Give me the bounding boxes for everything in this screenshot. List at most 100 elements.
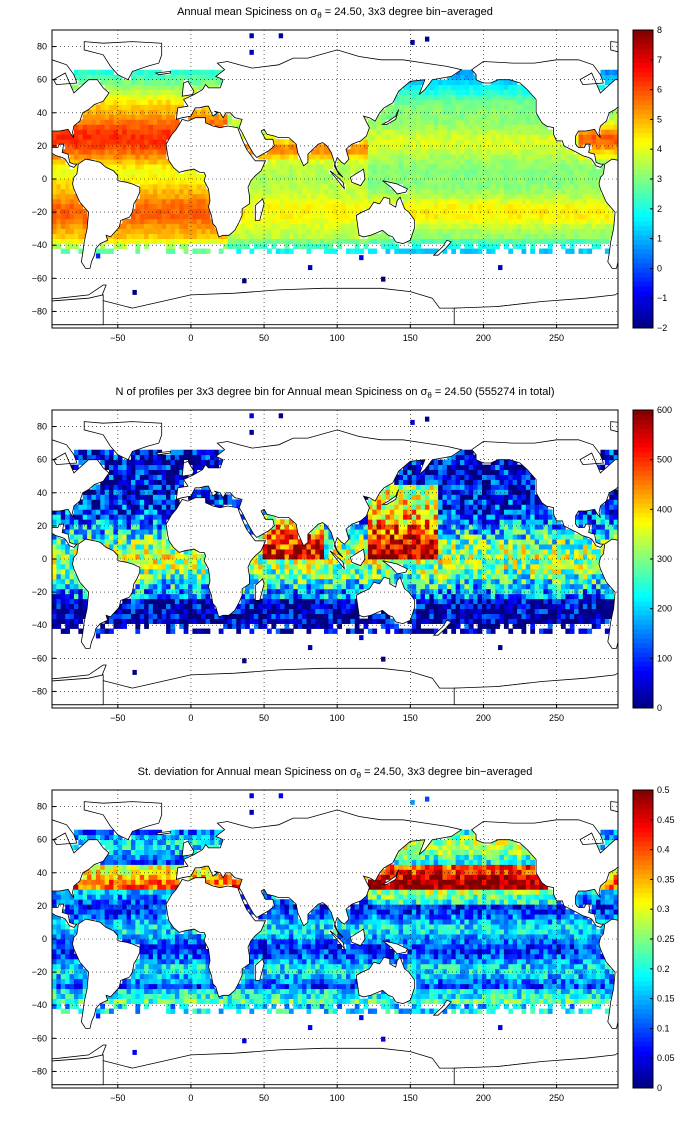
data-cell [170,603,176,610]
data-cell [73,243,79,249]
data-cell [56,198,62,205]
data-cell [582,159,588,165]
data-cell [324,583,329,590]
data-cell [135,169,141,175]
data-cell [385,139,391,145]
data-cell [166,559,171,565]
data-cell [249,559,255,565]
y-tick-label: 0 [42,174,47,184]
data-cell [398,159,404,165]
data-cell [490,139,496,145]
data-cell [56,169,62,175]
data-cell [429,149,435,155]
data-cell [407,193,413,200]
data-cell [196,69,202,76]
data-cell [596,188,601,195]
data-cell [288,598,294,605]
data-cell [460,84,465,90]
data-cell [109,449,114,456]
data-cell [78,524,84,530]
data-cell [438,218,443,225]
data-cell [271,593,277,600]
data-cell [104,84,110,90]
data-cell [582,139,588,145]
data-cell [310,213,316,220]
data-cell [87,144,92,150]
data-cell [157,598,163,605]
data-cell [288,573,294,580]
data-cell [242,278,247,284]
data-cell [297,613,303,619]
data-cell [442,109,448,115]
data-cell [556,179,562,185]
data-cell [354,164,360,170]
data-cell [170,464,176,470]
data-cell [552,193,557,200]
data-cell [609,213,615,220]
data-cell [192,598,198,605]
data-cell [288,213,294,220]
data-cell [174,179,180,185]
data-cell [157,129,163,135]
data-cell [69,213,75,220]
data-cell [424,223,430,230]
data-cell [473,154,478,160]
colorbar-swatch [633,62,653,68]
data-cell [52,603,57,610]
data-cell [503,89,509,95]
data-cell [367,539,373,545]
data-cell [433,154,439,160]
data-cell [130,208,136,215]
data-cell [148,583,154,590]
coastline [329,170,345,190]
data-cell [556,169,562,175]
data-cell [179,449,185,456]
data-cell [266,213,272,220]
data-cell [266,174,272,180]
data-cell [52,169,57,175]
data-cell [367,203,373,210]
data-cell [411,79,417,86]
data-cell [161,489,167,495]
data-cell [512,109,518,115]
data-cell [468,154,474,160]
data-cell [385,519,391,525]
data-cell [288,583,294,590]
data-cell [403,519,408,525]
data-cell [170,188,176,195]
data-cell [420,228,426,235]
data-cell [174,188,180,195]
data-cell [302,203,307,210]
data-cell [468,198,474,205]
data-cell [122,504,127,510]
data-cell [179,588,185,595]
data-cell [367,154,373,160]
data-cell [451,99,457,105]
data-cell [609,144,615,150]
data-cell [275,628,281,634]
data-cell [481,119,487,125]
data-cell [275,613,281,619]
data-cell [280,539,285,545]
data-cell [411,213,417,220]
data-cell [324,568,329,575]
data-cell [381,134,386,140]
data-cell [152,588,158,595]
data-cell [473,149,478,155]
data-cell [385,563,391,570]
data-cell [78,149,84,155]
data-cell [460,213,465,220]
data-cell [407,114,413,120]
data-cell [407,164,413,170]
data-cell [556,149,562,155]
data-cell [569,169,575,175]
data-cell [288,139,294,145]
data-cell [201,213,206,220]
data-cell [302,179,307,185]
data-cell [508,198,514,205]
data-cell [372,174,378,180]
data-cell [249,248,255,254]
data-cell [407,554,413,560]
data-cell [126,228,132,235]
data-cell [337,228,342,235]
